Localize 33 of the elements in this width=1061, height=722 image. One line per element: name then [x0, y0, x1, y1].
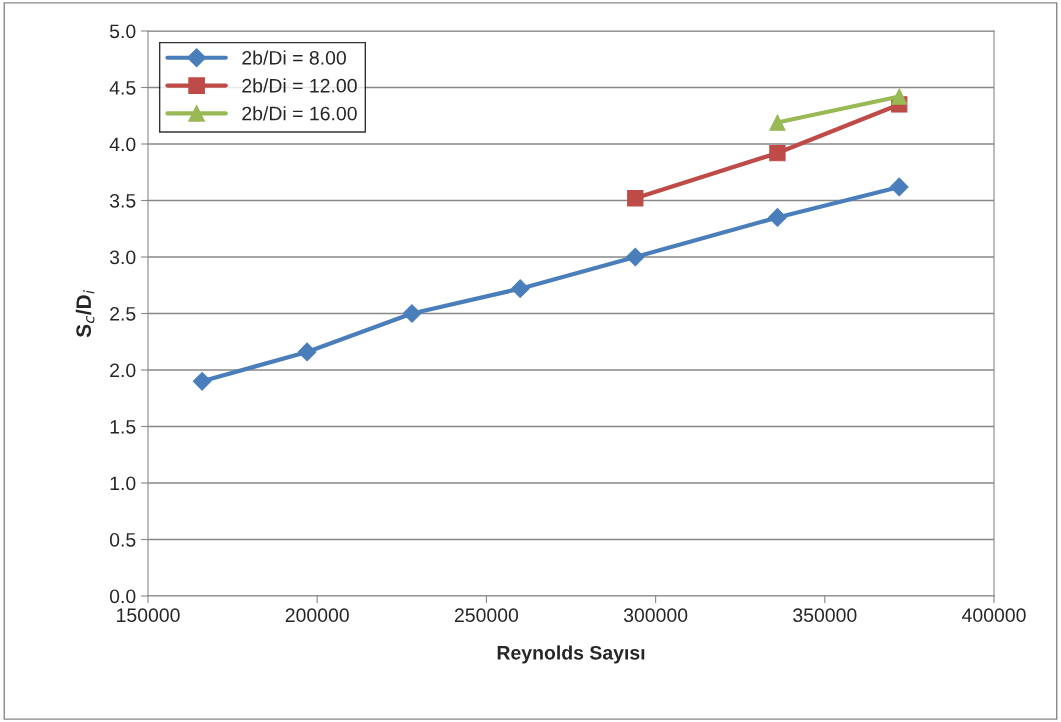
y-tick-label: 1.0 — [110, 476, 136, 491]
point — [769, 144, 786, 162]
x-tick-label: 300000 — [623, 608, 688, 623]
point — [625, 247, 645, 267]
y-tick-label: 4.0 — [109, 137, 136, 152]
point — [891, 88, 908, 105]
y-tick-label: 2.0 — [110, 363, 136, 378]
y-tick-label: 2.5 — [110, 306, 136, 321]
point — [768, 208, 787, 227]
point — [889, 177, 909, 197]
point — [627, 190, 644, 207]
x-tick-label: 150000 — [117, 608, 180, 623]
y-axis-title: S$_{c}$/D$_{i}$ — [75, 290, 95, 338]
y-tick-label: 0.5 — [109, 532, 136, 547]
y-tick-label: 5.0 — [109, 24, 136, 39]
point — [769, 114, 786, 131]
x-tick-label: 350000 — [793, 608, 857, 623]
y-tick-label: 1.5 — [110, 420, 136, 434]
point — [192, 371, 212, 391]
x-tick-label: 400000 — [962, 608, 1026, 623]
legend-label: 2b/Di = 12.00 — [242, 78, 357, 93]
legend-label: 2b/Di = 16.00 — [242, 106, 357, 121]
y-tick-label: 4.5 — [109, 81, 136, 95]
point — [297, 342, 317, 362]
point — [402, 304, 422, 323]
y-tick-label: 3.5 — [109, 193, 136, 208]
y-tick-label: 0.0 — [109, 589, 136, 604]
x-axis-title: Reynolds Sayısı — [497, 645, 645, 664]
legend-label: 2b/Di = 8.00 — [242, 50, 346, 65]
x-tick-label: 250000 — [454, 608, 519, 623]
point — [510, 279, 530, 298]
x-tick-label: 200000 — [285, 608, 349, 623]
y-tick-label: 3.0 — [109, 250, 136, 265]
